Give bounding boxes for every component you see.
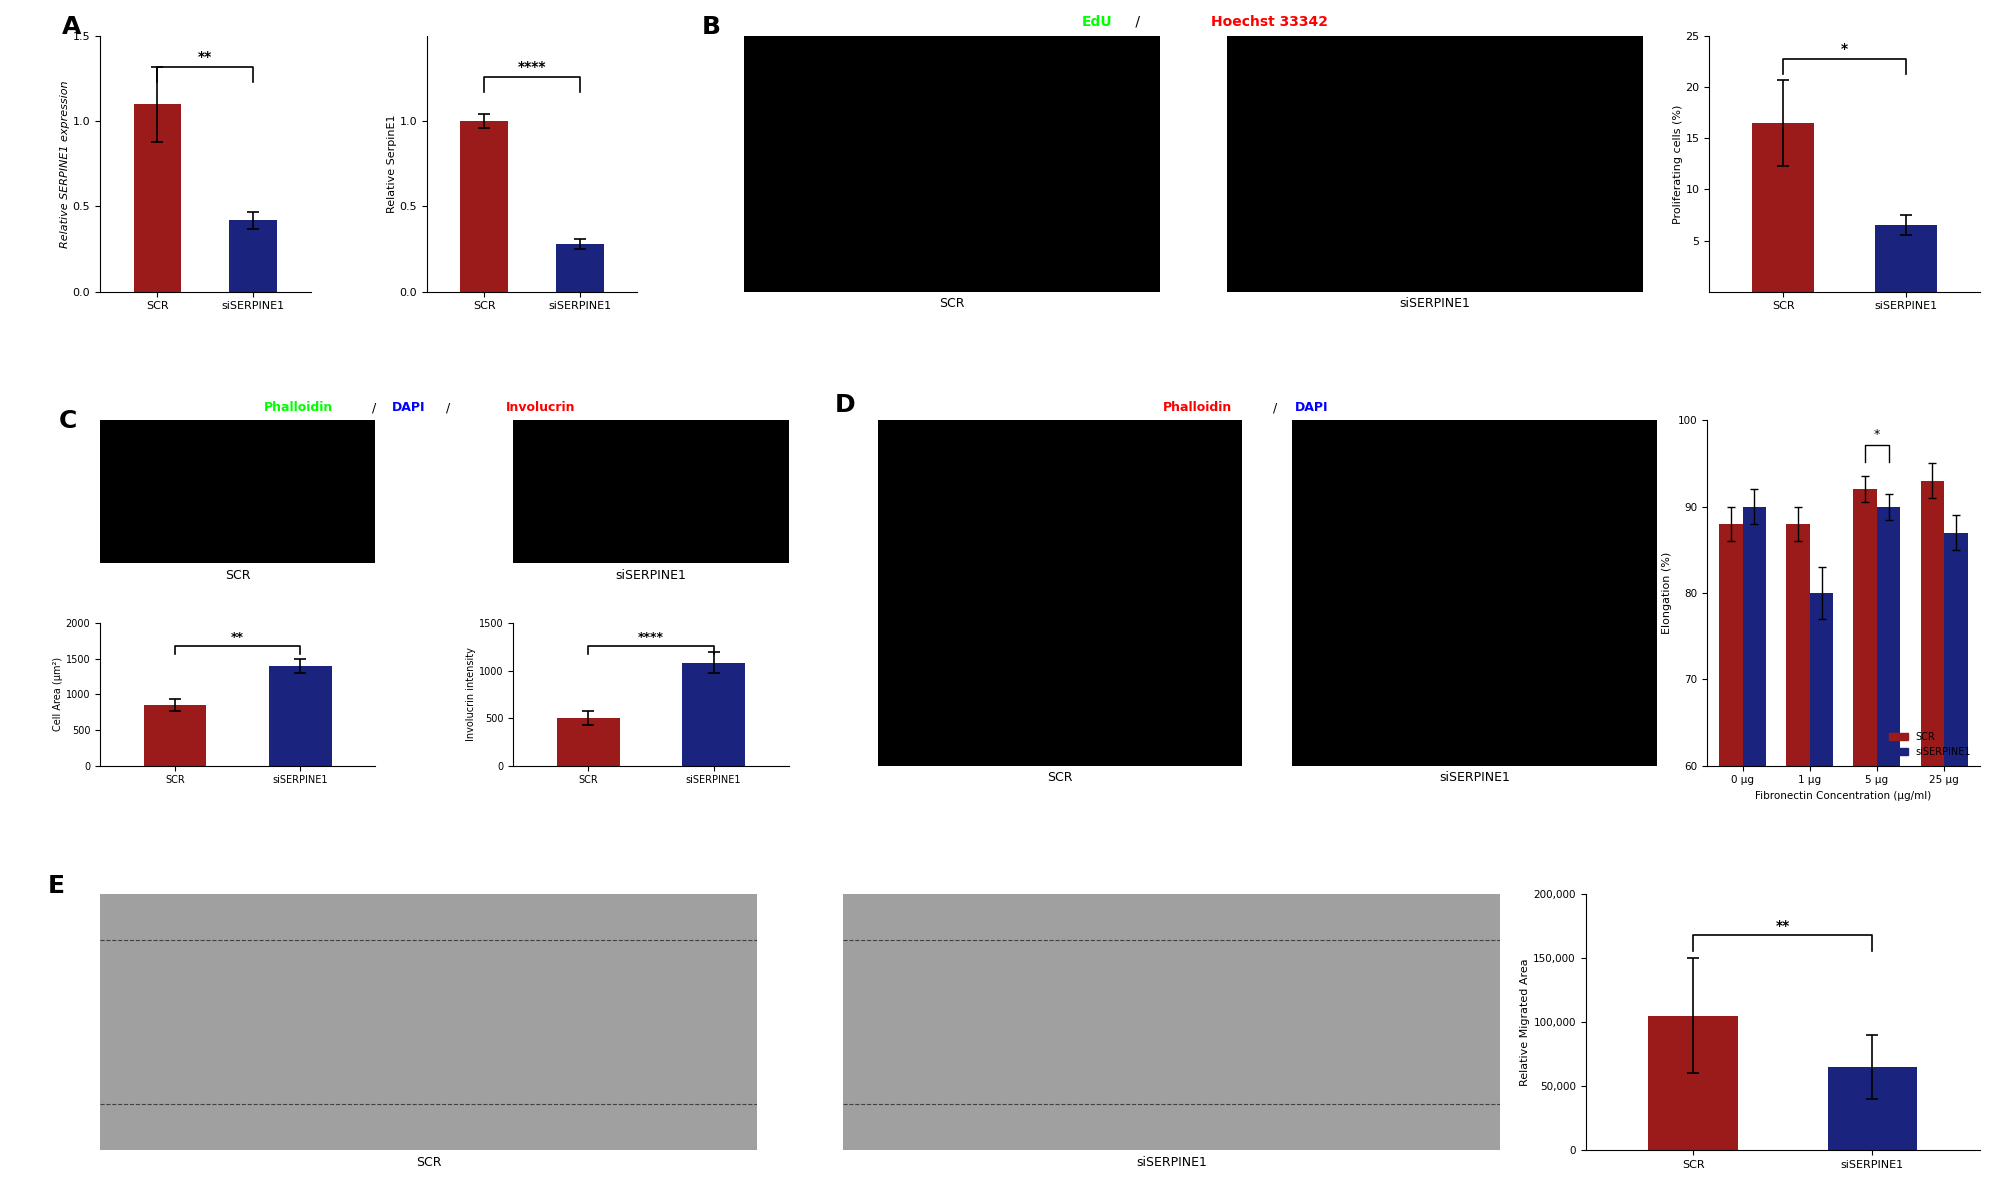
Text: EdU: EdU: [1082, 14, 1112, 29]
Text: A: A: [62, 16, 82, 40]
Text: Involucrin: Involucrin: [506, 401, 576, 415]
Text: Phalloidin: Phalloidin: [1162, 401, 1232, 415]
Bar: [558, 718, 620, 766]
X-axis label: SCR: SCR: [224, 569, 250, 581]
Text: **: **: [1776, 919, 1790, 932]
Bar: [682, 662, 744, 766]
Text: DAPI: DAPI: [392, 401, 426, 415]
Bar: [1920, 480, 1944, 1198]
Text: **: **: [198, 50, 212, 63]
X-axis label: SCR: SCR: [1048, 772, 1074, 785]
Bar: [1944, 533, 1968, 1198]
Text: /: /: [368, 401, 376, 415]
Bar: [1876, 507, 1900, 1198]
X-axis label: siSERPINE1: siSERPINE1: [616, 569, 686, 581]
Text: ****: ****: [518, 60, 546, 74]
Bar: [1742, 507, 1766, 1198]
Text: B: B: [702, 16, 722, 40]
Bar: [1828, 1067, 1918, 1150]
Legend: SCR, siSERPINE1: SCR, siSERPINE1: [1884, 728, 1976, 761]
Text: Hoechst 33342: Hoechst 33342: [1210, 14, 1328, 29]
Text: /: /: [446, 401, 450, 415]
Text: E: E: [48, 873, 64, 897]
Y-axis label: Relative Migrated Area: Relative Migrated Area: [1520, 958, 1530, 1085]
Text: DAPI: DAPI: [1294, 401, 1328, 415]
Y-axis label: Involucrin intensity: Involucrin intensity: [466, 647, 476, 742]
Bar: [460, 121, 508, 292]
Bar: [230, 220, 278, 292]
X-axis label: SCR: SCR: [940, 297, 964, 310]
Y-axis label: Proliferating cells (%): Proliferating cells (%): [1672, 104, 1682, 224]
Y-axis label: Relative SerpinE1: Relative SerpinE1: [386, 115, 396, 213]
X-axis label: SCR: SCR: [416, 1156, 442, 1168]
Text: Phalloidin: Phalloidin: [264, 401, 332, 415]
Text: D: D: [834, 393, 856, 417]
Bar: [1876, 225, 1936, 292]
Y-axis label: Cell Area (µm²): Cell Area (µm²): [52, 658, 62, 732]
Bar: [134, 104, 182, 292]
Bar: [556, 244, 604, 292]
Bar: [1720, 524, 1742, 1198]
Bar: [1648, 1016, 1738, 1150]
Text: *: *: [1874, 428, 1880, 441]
Bar: [1786, 524, 1810, 1198]
Text: **: **: [232, 631, 244, 645]
Text: /: /: [1130, 14, 1144, 29]
Text: /: /: [1270, 401, 1278, 415]
Y-axis label: Relative SERPINE1 expression: Relative SERPINE1 expression: [60, 80, 70, 248]
X-axis label: siSERPINE1: siSERPINE1: [1136, 1156, 1206, 1168]
X-axis label: siSERPINE1: siSERPINE1: [1440, 772, 1510, 785]
Bar: [1810, 593, 1834, 1198]
Bar: [144, 706, 206, 766]
Bar: [270, 666, 332, 766]
X-axis label: siSERPINE1: siSERPINE1: [1400, 297, 1470, 310]
Text: ****: ****: [638, 631, 664, 645]
Text: C: C: [58, 409, 78, 432]
X-axis label: Fibronectin Concentration (µg/ml): Fibronectin Concentration (µg/ml): [1756, 791, 1932, 801]
Bar: [1854, 490, 1876, 1198]
Y-axis label: Elongation (%): Elongation (%): [1662, 552, 1672, 634]
Bar: [1752, 123, 1814, 292]
Text: *: *: [1842, 42, 1848, 56]
